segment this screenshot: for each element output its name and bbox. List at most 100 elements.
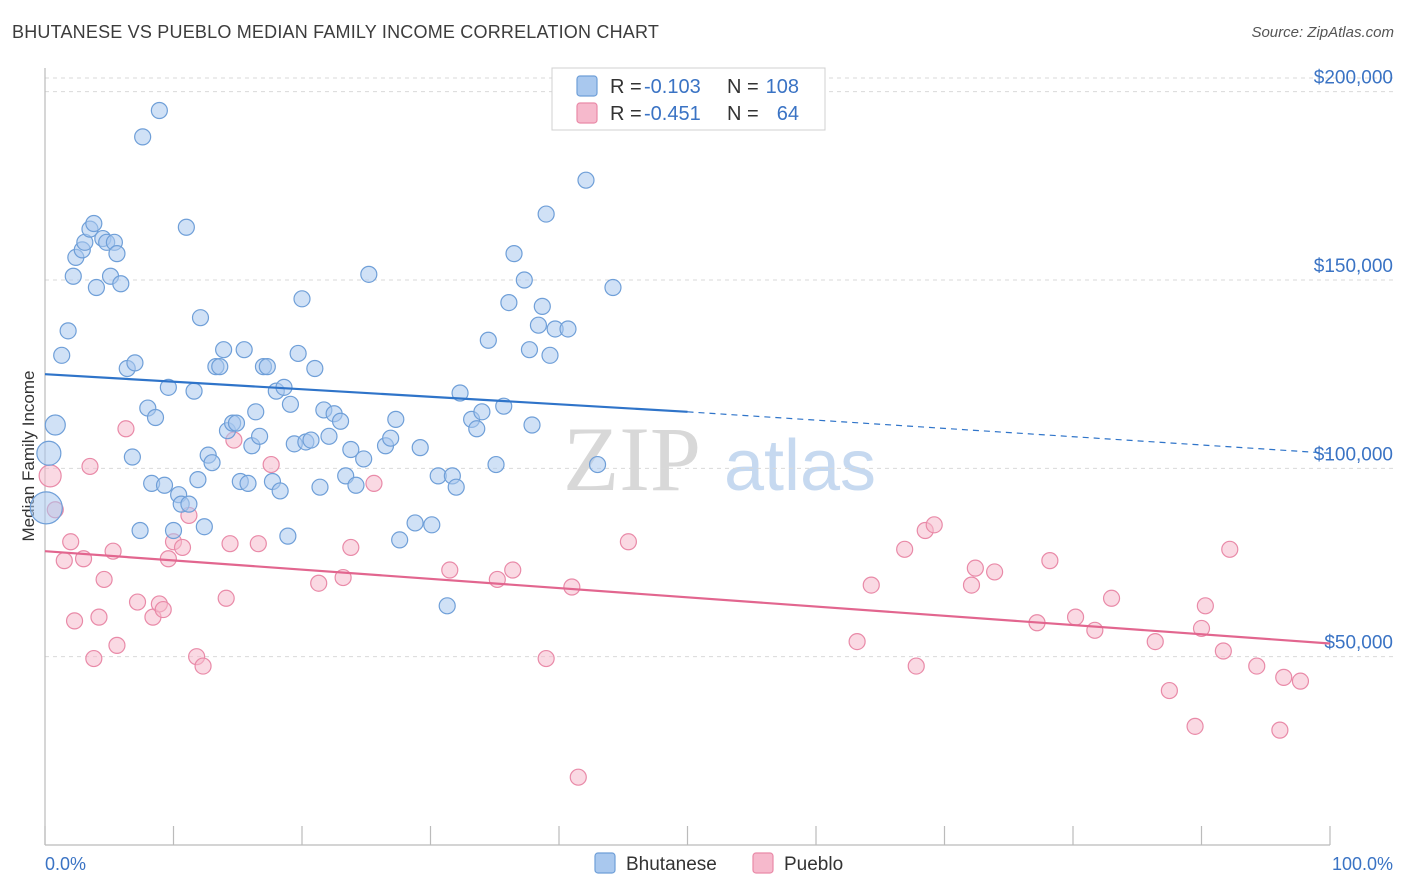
bhutanese-point xyxy=(191,309,210,327)
pueblo-point xyxy=(907,657,925,675)
bhutanese-point xyxy=(500,294,518,312)
bhutanese-point xyxy=(235,341,253,359)
pueblo-point xyxy=(925,516,943,534)
pueblo-point xyxy=(262,455,280,474)
pueblo-point xyxy=(221,535,239,553)
bhutanese-point xyxy=(53,346,71,364)
pueblo-point xyxy=(848,632,866,651)
bhutanese-point xyxy=(227,414,246,432)
bhutanese-points xyxy=(29,101,622,615)
pueblo-point xyxy=(81,457,99,476)
series-legend-swatch-bhutanese xyxy=(594,852,616,874)
bhutanese-point xyxy=(479,331,497,349)
bhutanese-point xyxy=(271,482,289,500)
bhutanese-point xyxy=(211,358,229,376)
bhutanese-point xyxy=(44,414,66,436)
bhutanese-point xyxy=(36,440,62,466)
bhutanese-point xyxy=(391,531,409,549)
bhutanese-point xyxy=(250,427,269,445)
pueblo-point xyxy=(569,768,587,786)
pueblo-point xyxy=(1248,657,1266,675)
pueblo-point xyxy=(342,538,360,557)
bhutanese-point xyxy=(451,384,469,402)
bhutanese-point xyxy=(533,297,551,315)
legend-n-value-2: 64 xyxy=(777,103,799,125)
bhutanese-point xyxy=(468,420,486,438)
bhutanese-point xyxy=(131,521,149,540)
pueblo-point xyxy=(986,563,1004,581)
pueblo-point xyxy=(1186,717,1204,735)
pueblo-point xyxy=(55,552,73,570)
y-tick-labels: $50,000 $100,000 $150,000 $200,000 xyxy=(1314,68,1393,654)
pueblo-point xyxy=(862,576,880,594)
pueblo-point xyxy=(1146,632,1164,651)
bhutanese-point xyxy=(59,322,77,340)
bhutanese-point xyxy=(258,358,276,376)
bhutanese-point xyxy=(515,271,533,289)
bhutanese-point xyxy=(87,278,106,297)
bhutanese-point xyxy=(185,382,203,400)
pueblo-point xyxy=(1066,608,1085,626)
bhutanese-point xyxy=(529,316,548,334)
y-tick-label: $200,000 xyxy=(1314,68,1393,89)
bhutanese-point xyxy=(247,403,265,421)
pueblo-point xyxy=(1192,619,1211,638)
bhutanese-point xyxy=(281,395,300,413)
pueblo-point xyxy=(38,464,62,488)
bhutanese-point xyxy=(347,476,365,494)
bhutanese-point xyxy=(126,354,144,372)
bhutanese-point xyxy=(311,478,329,496)
x-tick-marks xyxy=(44,826,1331,845)
pueblo-point xyxy=(441,561,459,579)
bhutanese-point xyxy=(29,491,63,525)
y-tick-label: $150,000 xyxy=(1314,256,1393,277)
bhutanese-point xyxy=(164,521,183,540)
pueblo-point xyxy=(108,636,126,654)
legend-n-label-1: N = xyxy=(727,76,759,98)
pueblo-point xyxy=(90,608,108,626)
pueblo-point xyxy=(1196,597,1214,615)
legend-n-label-2: N = xyxy=(727,103,759,125)
pueblo-point xyxy=(62,533,80,551)
pueblo-point xyxy=(1086,621,1104,639)
pueblo-point xyxy=(962,576,981,594)
bhutanese-point xyxy=(342,440,360,459)
legend-r-label-2: R = xyxy=(610,103,642,125)
pueblo-point xyxy=(194,657,212,675)
x-tick-label-max: 100.0% xyxy=(1332,854,1393,874)
bhutanese-point xyxy=(108,245,126,263)
pueblo-point xyxy=(896,540,914,558)
bhutanese-point xyxy=(189,471,207,489)
bhutanese-point xyxy=(203,454,221,472)
legend-swatch-pueblo xyxy=(576,102,598,124)
grid-lines xyxy=(45,77,1395,658)
bhutanese-point xyxy=(146,408,165,427)
bhutanese-point xyxy=(289,344,307,363)
legend-r-label-1: R = xyxy=(610,76,642,98)
bhutanese-trend-line xyxy=(44,373,688,413)
pueblo-point xyxy=(1271,721,1289,739)
pueblo-point xyxy=(1291,672,1310,690)
bhutanese-point xyxy=(279,527,297,545)
bhutanese-point xyxy=(541,346,559,364)
pueblo-point xyxy=(95,570,113,589)
bhutanese-point xyxy=(505,245,523,263)
bhutanese-point xyxy=(406,514,424,532)
bhutanese-point xyxy=(537,205,555,223)
pueblo-point xyxy=(504,561,522,579)
watermark: ZIP atlas xyxy=(563,408,876,510)
legend-n-value-1: 108 xyxy=(766,76,799,98)
trend-lines xyxy=(44,373,1331,645)
bhutanese-point xyxy=(604,278,622,297)
pueblo-point xyxy=(966,559,984,577)
pueblo-point xyxy=(1221,540,1239,558)
bhutanese-point xyxy=(487,455,505,474)
series-legend: Bhutanese Pueblo xyxy=(594,852,843,875)
bhutanese-point xyxy=(588,455,607,474)
bhutanese-point xyxy=(387,410,405,428)
pueblo-point xyxy=(1160,681,1178,700)
bhutanese-point xyxy=(112,275,130,293)
source-credit: Source: ZipAtlas.com xyxy=(1251,24,1394,41)
stats-legend: R = -0.103 N = 108 R = -0.451 N = 64 xyxy=(551,67,826,131)
watermark-zip: ZIP xyxy=(563,408,701,510)
